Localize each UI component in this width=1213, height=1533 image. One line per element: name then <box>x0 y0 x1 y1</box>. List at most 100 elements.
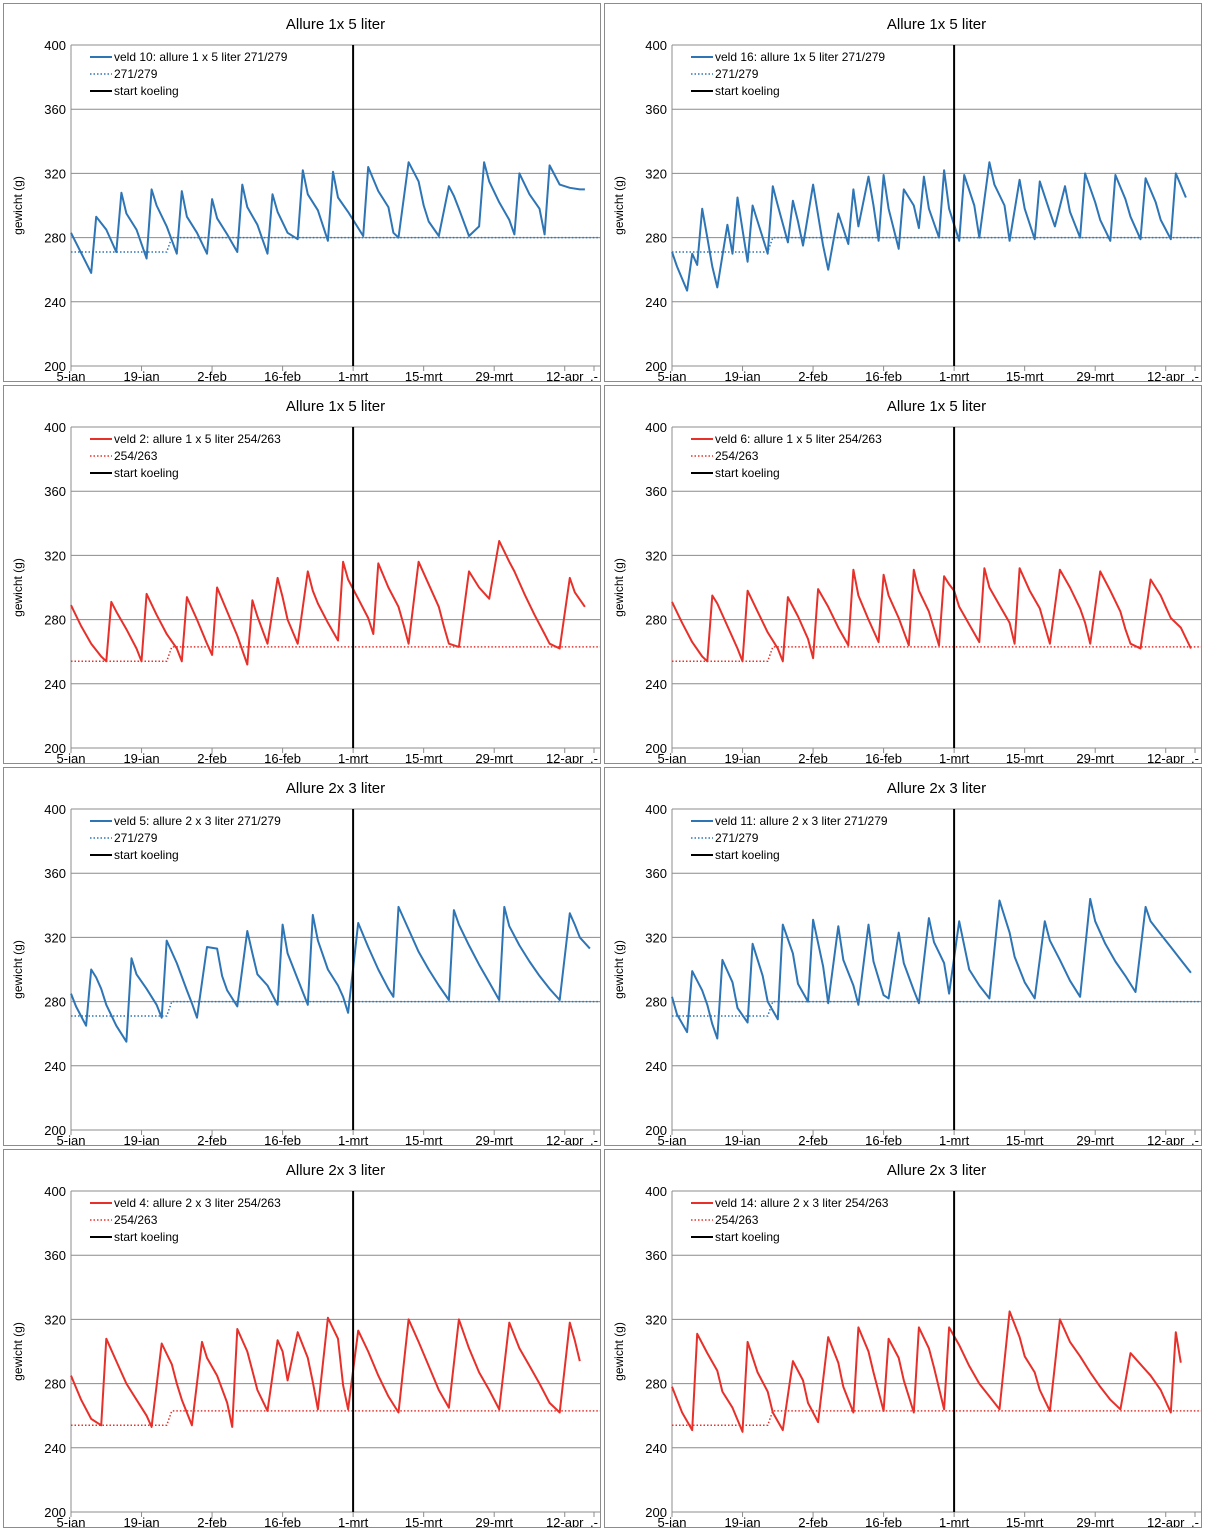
legend-entry: veld 11: allure 2 x 3 liter 271/279 <box>715 814 888 828</box>
y-tick-label: 280 <box>645 1377 667 1392</box>
chart-title: Allure 1x 5 liter <box>286 16 385 33</box>
y-axis-label: gewicht (g) <box>11 940 25 999</box>
legend-entry: start koeling <box>114 466 179 480</box>
legend-entry: start koeling <box>715 1230 780 1244</box>
x-tick-label: 15-mrt <box>405 1515 443 1528</box>
x-tick-label: 12-apr <box>546 1133 584 1146</box>
x-tick-label: 1-mrt <box>939 1515 970 1528</box>
y-tick-label: 360 <box>44 1248 66 1263</box>
chart-title: Allure 2x 3 liter <box>887 1162 986 1179</box>
chart-title: Allure 1x 5 liter <box>887 398 986 415</box>
x-tick-label: 19-jan <box>724 751 760 764</box>
x-tick-label: 29-mrt <box>475 751 513 764</box>
x-tick-label: 12-apr <box>1147 1133 1185 1146</box>
legend-entry: start koeling <box>715 84 780 98</box>
x-tick-label: 5-jan <box>57 1133 86 1146</box>
chart-title: Allure 2x 3 liter <box>286 1162 385 1179</box>
x-tick-label: 29-mrt <box>1076 369 1114 382</box>
chart-panel-2: Allure 1x 5 liter gewicht (g) 200 240 280 320… <box>604 3 1202 382</box>
y-tick-label: 240 <box>44 1059 66 1074</box>
weight-series-line <box>71 162 585 273</box>
x-tick-label: 29-mrt <box>1076 751 1114 764</box>
legend-entry: start koeling <box>114 84 179 98</box>
legend-entry: 271/279 <box>715 831 759 845</box>
x-tick-label: 1-mrt <box>338 1515 369 1528</box>
x-tick-label: 29-mrt <box>475 1133 513 1146</box>
y-tick-label: 320 <box>44 548 66 563</box>
y-axis-label: gewicht (g) <box>11 558 25 617</box>
y-tick-label: 240 <box>645 1059 667 1074</box>
legend-entry: 254/263 <box>114 1213 158 1227</box>
chart-svg: Allure 1x 5 liter gewicht (g) 200 240 280 320… <box>4 4 601 382</box>
y-tick-label: 320 <box>645 548 667 563</box>
x-tick-label: 1-mrt <box>338 369 369 382</box>
y-tick-label: 400 <box>44 38 66 53</box>
x-tick-label: 5-jan <box>57 751 86 764</box>
x-tick-label: 12-apr <box>1147 1515 1185 1528</box>
legend-entry: veld 2: allure 1 x 5 liter 254/263 <box>114 432 281 446</box>
weight-series-line <box>672 1311 1181 1431</box>
legend-entry: 254/263 <box>715 1213 759 1227</box>
threshold-series-line <box>672 1411 1201 1425</box>
x-tick-label: 19-jan <box>123 369 159 382</box>
y-tick-label: 400 <box>645 38 667 53</box>
y-tick-label: 400 <box>645 420 667 435</box>
y-tick-label: 240 <box>645 1441 667 1456</box>
x-tick-label: ,- <box>1191 1515 1199 1528</box>
y-axis-label: gewicht (g) <box>612 1322 626 1381</box>
y-tick-label: 400 <box>44 420 66 435</box>
legend-entry: start koeling <box>715 848 780 862</box>
legend-entry: start koeling <box>715 466 780 480</box>
x-tick-label: 2-feb <box>197 751 227 764</box>
y-tick-label: 360 <box>44 866 66 881</box>
legend-entry: veld 4: allure 2 x 3 liter 254/263 <box>114 1196 281 1210</box>
threshold-series-line <box>71 647 600 661</box>
chart-svg: Allure 1x 5 liter gewicht (g) 200 240 280 320… <box>605 386 1202 764</box>
legend-entry: veld 5: allure 2 x 3 liter 271/279 <box>114 814 281 828</box>
y-tick-label: 360 <box>645 1248 667 1263</box>
x-tick-label: ,- <box>590 751 598 764</box>
x-tick-label: 15-mrt <box>1006 751 1044 764</box>
chart-panel-6: Allure 2x 3 liter gewicht (g) 200 240 280 320… <box>604 767 1202 1146</box>
x-tick-label: 1-mrt <box>338 751 369 764</box>
y-axis-label: gewicht (g) <box>11 176 25 235</box>
x-tick-label: ,- <box>1191 1133 1199 1146</box>
weight-series-line <box>71 1318 580 1427</box>
x-tick-label: 19-jan <box>724 1515 760 1528</box>
legend-entry: 271/279 <box>114 831 158 845</box>
weight-series-line <box>672 162 1186 290</box>
x-tick-label: 2-feb <box>798 369 828 382</box>
x-tick-label: 5-jan <box>658 1515 687 1528</box>
y-axis-label: gewicht (g) <box>612 558 626 617</box>
x-tick-label: 12-apr <box>546 369 584 382</box>
chart-svg: Allure 2x 3 liter gewicht (g) 200 240 280 320… <box>4 1150 601 1528</box>
x-tick-label: 1-mrt <box>338 1133 369 1146</box>
y-tick-label: 400 <box>645 802 667 817</box>
x-tick-label: 1-mrt <box>939 369 970 382</box>
threshold-series-line <box>71 1002 600 1016</box>
y-tick-label: 240 <box>645 295 667 310</box>
legend-entry: 254/263 <box>715 449 759 463</box>
x-tick-label: 19-jan <box>724 1133 760 1146</box>
legend-entry: start koeling <box>114 1230 179 1244</box>
y-tick-label: 360 <box>645 484 667 499</box>
x-tick-label: 12-apr <box>546 1515 584 1528</box>
chart-svg: Allure 2x 3 liter gewicht (g) 200 240 280 320… <box>605 1150 1202 1528</box>
x-tick-label: 19-jan <box>123 751 159 764</box>
chart-svg: Allure 2x 3 liter gewicht (g) 200 240 280 320… <box>605 768 1202 1146</box>
y-tick-label: 320 <box>645 166 667 181</box>
y-tick-label: 400 <box>645 1184 667 1199</box>
x-tick-label: 15-mrt <box>405 751 443 764</box>
y-tick-label: 320 <box>645 930 667 945</box>
x-tick-label: 29-mrt <box>475 369 513 382</box>
chart-svg: Allure 1x 5 liter gewicht (g) 200 240 280 320… <box>4 386 601 764</box>
threshold-series-line <box>71 238 600 252</box>
y-tick-label: 240 <box>44 295 66 310</box>
x-tick-label: 19-jan <box>724 369 760 382</box>
y-tick-label: 280 <box>645 231 667 246</box>
x-tick-label: 5-jan <box>658 369 687 382</box>
chart-title: Allure 2x 3 liter <box>887 780 986 797</box>
chart-svg: Allure 1x 5 liter gewicht (g) 200 240 280 320… <box>605 4 1202 382</box>
x-tick-label: 5-jan <box>658 1133 687 1146</box>
